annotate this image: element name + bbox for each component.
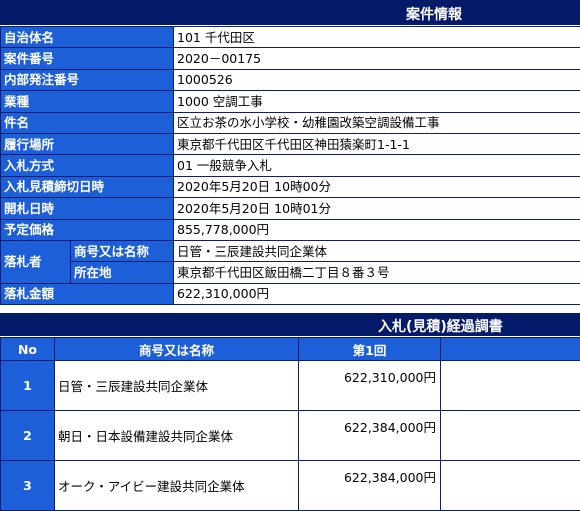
table-row: 1 日管・三辰建設共同企業体 622,310,000円	[1, 361, 580, 411]
col-header-no: No	[1, 338, 55, 361]
value-winner-address: 東京都千代田区飯田橋二丁目８番３号	[174, 262, 580, 283]
bid-amount-round1: 622,384,000円	[299, 411, 441, 461]
row-winner-name: 落札者 商号又は名称 日管・三辰建設共同企業体	[1, 240, 580, 261]
bid-amount-round1: 622,384,000円	[299, 461, 441, 511]
bid-amount-round1: 622,310,000円	[299, 361, 441, 411]
case-info-table: 自治体名 101 千代田区 案件番号 2020－00175 内部発注番号 100…	[0, 26, 580, 305]
bid-no: 3	[1, 461, 55, 511]
bid-progress-table: No 商号又は名称 第1回 1 日管・三辰建設共同企業体 622,310,000…	[0, 337, 580, 511]
table-row: 3 オーク・アイビー建設共同企業体 622,384,000円	[1, 461, 580, 511]
value-municipality: 101 千代田区	[174, 27, 580, 48]
bidder-name: オーク・アイビー建設共同企業体	[55, 461, 299, 511]
empty-cell	[441, 411, 580, 461]
label-winning-amount: 落札金額	[1, 283, 174, 304]
value-location: 東京都千代田区千代田区神田猿楽町1-1-1	[174, 133, 580, 154]
bid-progress-header-row: No 商号又は名称 第1回	[1, 338, 580, 361]
value-winning-amount: 622,310,000円	[174, 283, 580, 304]
value-internal-order-number: 1000526	[174, 69, 580, 90]
col-header-blank	[441, 338, 580, 361]
bid-no: 2	[1, 411, 55, 461]
empty-cell	[441, 461, 580, 511]
label-case-number: 案件番号	[1, 48, 174, 69]
row-case-number: 案件番号 2020－00175	[1, 48, 580, 69]
bid-no: 1	[1, 361, 55, 411]
label-municipality: 自治体名	[1, 27, 174, 48]
row-industry: 業種 1000 空調工事	[1, 91, 580, 112]
row-planned-price: 予定価格 855,778,000円	[1, 219, 580, 240]
row-bid-method: 入札方式 01 一般競争入札	[1, 155, 580, 176]
page: 案件情報 自治体名 101 千代田区 案件番号 2020－00175 内部発注番…	[0, 0, 580, 491]
value-case-number: 2020－00175	[174, 48, 580, 69]
bidder-name: 朝日・日本設備建設共同企業体	[55, 411, 299, 461]
row-location: 履行場所 東京都千代田区千代田区神田猿楽町1-1-1	[1, 133, 580, 154]
row-opening-datetime: 開札日時 2020年5月20日 10時01分	[1, 198, 580, 219]
label-bid-method: 入札方式	[1, 155, 174, 176]
value-bid-method: 01 一般競争入札	[174, 155, 580, 176]
bid-progress-header: 入札(見積)経過調書	[0, 313, 580, 336]
col-header-name: 商号又は名称	[55, 338, 299, 361]
empty-cell	[441, 361, 580, 411]
label-winner-name: 商号又は名称	[71, 240, 174, 261]
bidder-name: 日管・三辰建設共同企業体	[55, 361, 299, 411]
value-winner-name: 日管・三辰建設共同企業体	[174, 240, 580, 261]
row-municipality: 自治体名 101 千代田区	[1, 27, 580, 48]
value-industry: 1000 空調工事	[174, 91, 580, 112]
label-winner: 落札者	[1, 240, 71, 283]
label-industry: 業種	[1, 91, 174, 112]
label-winner-address: 所在地	[71, 262, 174, 283]
row-bid-deadline: 入札見積締切日時 2020年5月20日 10時00分	[1, 176, 580, 197]
value-opening-datetime: 2020年5月20日 10時01分	[174, 198, 580, 219]
row-winning-amount: 落札金額 622,310,000円	[1, 283, 580, 304]
label-location: 履行場所	[1, 133, 174, 154]
row-internal-order-number: 内部発注番号 1000526	[1, 69, 580, 90]
bid-progress-title: 入札(見積)経過調書	[378, 316, 503, 336]
value-subject: 区立お茶の水小学校・幼稚園改築空調設備工事	[174, 112, 580, 133]
case-info-title: 案件情報	[406, 4, 462, 24]
value-planned-price: 855,778,000円	[174, 219, 580, 240]
label-subject: 件名	[1, 112, 174, 133]
label-planned-price: 予定価格	[1, 219, 174, 240]
label-opening-datetime: 開札日時	[1, 198, 174, 219]
col-header-round1: 第1回	[299, 338, 441, 361]
row-winner-address: 所在地 東京都千代田区飯田橋二丁目８番３号	[1, 262, 580, 283]
table-row: 2 朝日・日本設備建設共同企業体 622,384,000円	[1, 411, 580, 461]
label-bid-deadline: 入札見積締切日時	[1, 176, 174, 197]
case-info-header: 案件情報	[0, 0, 580, 25]
label-internal-order-number: 内部発注番号	[1, 69, 174, 90]
value-bid-deadline: 2020年5月20日 10時00分	[174, 176, 580, 197]
row-subject: 件名 区立お茶の水小学校・幼稚園改築空調設備工事	[1, 112, 580, 133]
